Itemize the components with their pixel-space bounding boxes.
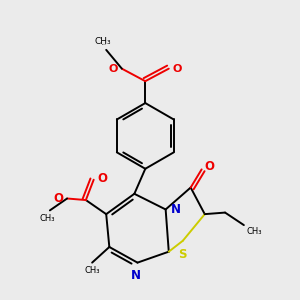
Text: CH₃: CH₃	[95, 37, 111, 46]
Text: O: O	[53, 192, 63, 205]
Text: O: O	[109, 64, 118, 74]
Text: CH₃: CH₃	[247, 227, 262, 236]
Text: O: O	[98, 172, 107, 185]
Text: CH₃: CH₃	[40, 214, 55, 223]
Text: S: S	[178, 248, 187, 261]
Text: N: N	[131, 269, 141, 282]
Text: O: O	[205, 160, 215, 173]
Text: O: O	[172, 64, 182, 74]
Text: N: N	[171, 203, 181, 216]
Text: CH₃: CH₃	[84, 266, 100, 275]
Text: methyl: methyl	[102, 44, 107, 45]
